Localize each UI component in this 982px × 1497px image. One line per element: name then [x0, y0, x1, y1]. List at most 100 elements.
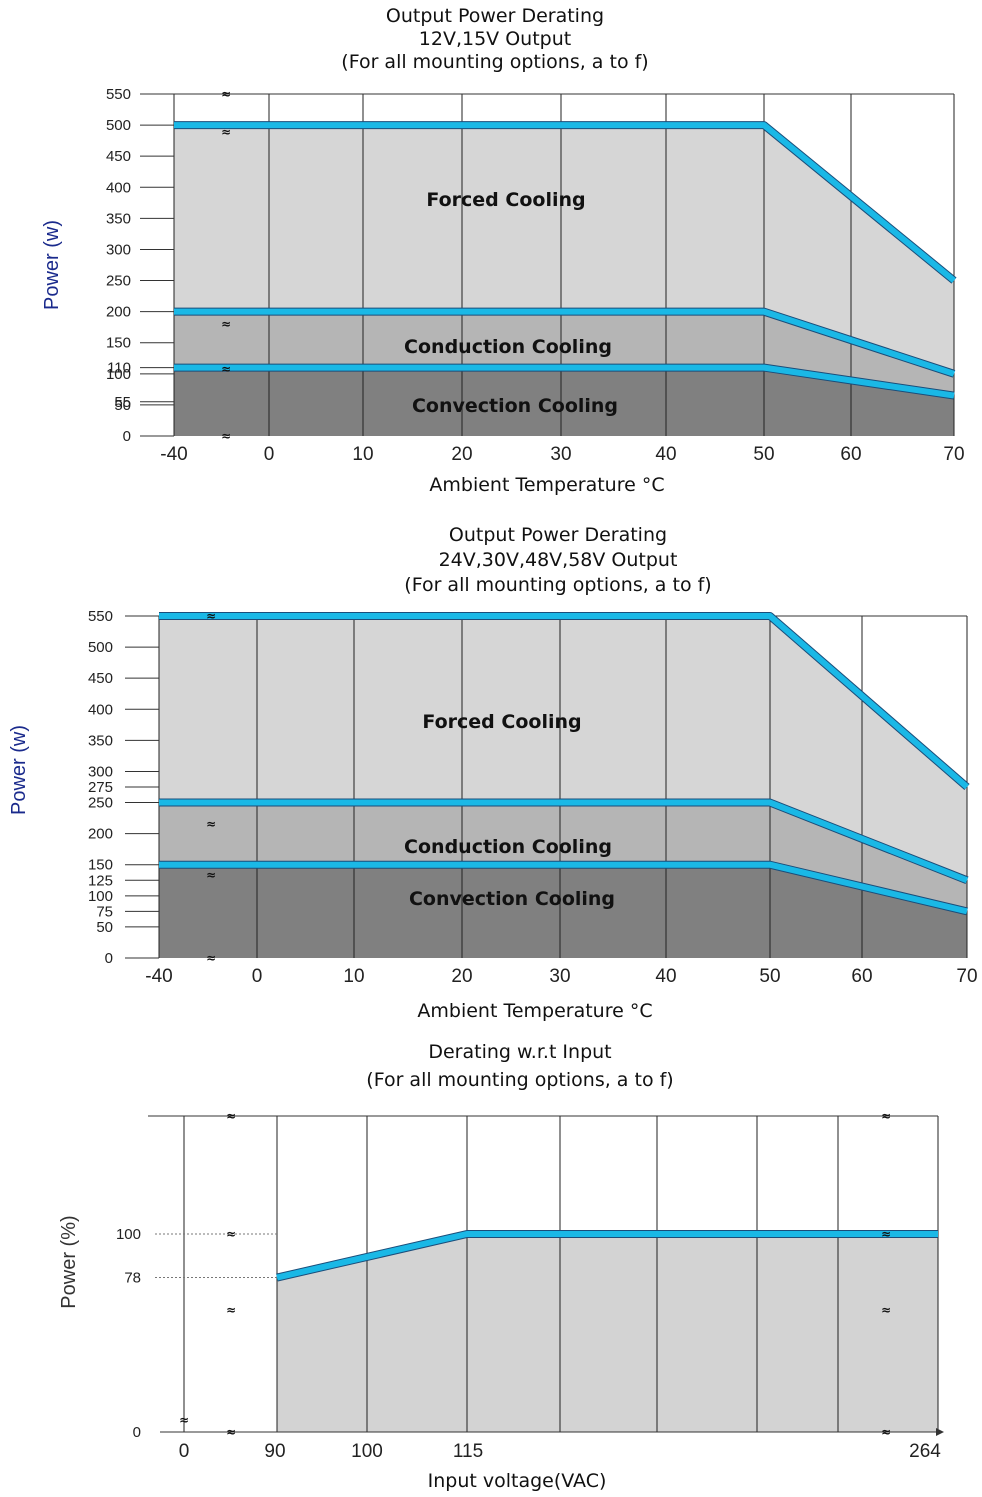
axis-break-mark: ≈ [221, 429, 231, 443]
y-tick-label: 75 [96, 903, 113, 920]
axis-break-mark: ≈ [881, 1425, 891, 1439]
x-axis-label: Input voltage(VAC) [428, 1470, 607, 1492]
y-tick-label: 50 [114, 397, 131, 414]
chart-input-derating: 0 78 100 0 90 100 115 264 ≈ ≈ ≈ ≈ ≈ ≈ ≈ ≈ ≈ Derating w.r.… [58, 1041, 944, 1492]
x-tick-label: 40 [655, 444, 676, 465]
axis-break-mark: ≈ [221, 125, 231, 139]
series-line [159, 613, 969, 790]
x-tick-label: 20 [451, 444, 472, 465]
conduction-cooling-region [159, 802, 967, 912]
y-tick-label: 300 [106, 241, 131, 258]
axis-break-mark: ≈ [226, 1303, 236, 1317]
axis-break-mark: ≈ [221, 87, 231, 101]
x-tick-label: 20 [451, 966, 472, 987]
x-tick-label: 60 [840, 444, 861, 465]
x-tick-label: 264 [909, 1441, 941, 1462]
x-axis-arrow [936, 1428, 944, 1436]
chart-24v-58v: 0507510012515020025027530035040045050055… [8, 524, 978, 1022]
y-tick-label: 200 [106, 304, 131, 321]
region-label: Conduction Cooling [404, 336, 612, 358]
x-tick-label: 50 [759, 966, 780, 987]
y-tick-label: 55 [114, 394, 131, 411]
x-tick-label: 70 [956, 966, 977, 987]
y-tick-label: 150 [106, 335, 131, 352]
y-tick-label: 0 [105, 950, 113, 967]
x-axis-label: Ambient Temperature °C [417, 1000, 652, 1022]
axis-break-mark: ≈ [226, 1227, 236, 1241]
y-tick-label: 125 [88, 872, 113, 889]
axis-break-mark: ≈ [881, 1109, 891, 1123]
y-tick-label: 250 [106, 273, 131, 290]
chart-title-line: Output Power Derating [386, 5, 604, 27]
axis-break-mark: ≈ [226, 1109, 236, 1123]
conduction-cooling-region [174, 311, 954, 396]
y-tick-label: 450 [88, 670, 113, 687]
y-tick-label: 0 [123, 428, 131, 445]
y-tick-label: 78 [124, 1270, 141, 1287]
y-tick-label: 300 [88, 763, 113, 780]
x-tick-label: -40 [145, 966, 172, 987]
forced-cooling-region [159, 616, 967, 881]
convection-cooling-region [174, 367, 954, 436]
x-tick-label: 60 [851, 966, 872, 987]
series-line [159, 799, 969, 884]
axis-break-mark: ≈ [206, 609, 216, 623]
y-tick-label: 250 [88, 795, 113, 812]
region-label: Forced Cooling [426, 189, 585, 211]
y-tick-label: 400 [88, 701, 113, 718]
x-tick-label: 30 [550, 444, 571, 465]
x-axis-label: Ambient Temperature °C [429, 474, 664, 496]
x-tick-label: 40 [655, 966, 676, 987]
axis-break-mark: ≈ [221, 317, 231, 331]
chart-title-line: (For all mounting options, a to f) [404, 574, 711, 596]
series-line [276, 1231, 938, 1281]
chart-title-line: (For all mounting options, a to f) [341, 51, 648, 73]
axis-break-mark: ≈ [206, 951, 216, 965]
x-tick-label: -40 [160, 444, 187, 465]
y-tick-label: 200 [88, 826, 113, 843]
chart-title-line: 12V,15V Output [419, 28, 571, 50]
x-tick-label: 0 [179, 1441, 190, 1462]
x-tick-label: 70 [943, 444, 964, 465]
axis-break-mark: ≈ [221, 362, 231, 376]
y-tick-label: 50 [96, 919, 113, 936]
y-tick-label: 100 [106, 366, 131, 383]
x-tick-label: 10 [343, 966, 364, 987]
x-tick-label: 0 [264, 444, 275, 465]
x-tick-label: 50 [753, 444, 774, 465]
y-axis-label: Power (%) [58, 1215, 80, 1308]
region-label: Convection Cooling [412, 395, 618, 417]
series-line [174, 364, 955, 399]
x-tick-label: 10 [352, 444, 373, 465]
region-label: Convection Cooling [409, 888, 615, 910]
y-tick-label: 150 [88, 857, 113, 874]
y-tick-label: 350 [106, 210, 131, 227]
chart-title-line: (For all mounting options, a to f) [366, 1069, 673, 1091]
series-line [174, 308, 955, 377]
x-tick-label: 90 [264, 1441, 285, 1462]
axis-break-mark: ≈ [226, 1425, 236, 1439]
series-line [174, 122, 956, 283]
y-tick-label: 0 [133, 1424, 141, 1441]
y-tick-label: 100 [88, 888, 113, 905]
region-label: Forced Cooling [422, 711, 581, 733]
y-tick-label: 550 [106, 86, 131, 103]
y-axis-label: Power (w) [8, 725, 30, 815]
chart-12v-15v: 05055100110150200250300350400450500550-4… [41, 5, 965, 496]
y-tick-label: 500 [106, 117, 131, 134]
x-tick-label: 115 [453, 1441, 483, 1462]
chart-title-line: Derating w.r.t Input [428, 1041, 611, 1063]
series-line [159, 861, 968, 915]
axis-break-mark: ≈ [206, 817, 216, 831]
x-tick-label: 100 [351, 1441, 383, 1462]
y-tick-label: 100 [116, 1226, 141, 1243]
x-tick-label: 0 [252, 966, 263, 987]
axis-break-mark: ≈ [881, 1227, 891, 1241]
chart-title-line: 24V,30V,48V,58V Output [439, 549, 678, 571]
y-tick-label: 275 [88, 779, 113, 796]
y-tick-label: 350 [88, 732, 113, 749]
region-label: Conduction Cooling [404, 836, 612, 858]
axis-break-mark: ≈ [179, 1413, 189, 1427]
y-tick-label: 550 [88, 608, 113, 625]
